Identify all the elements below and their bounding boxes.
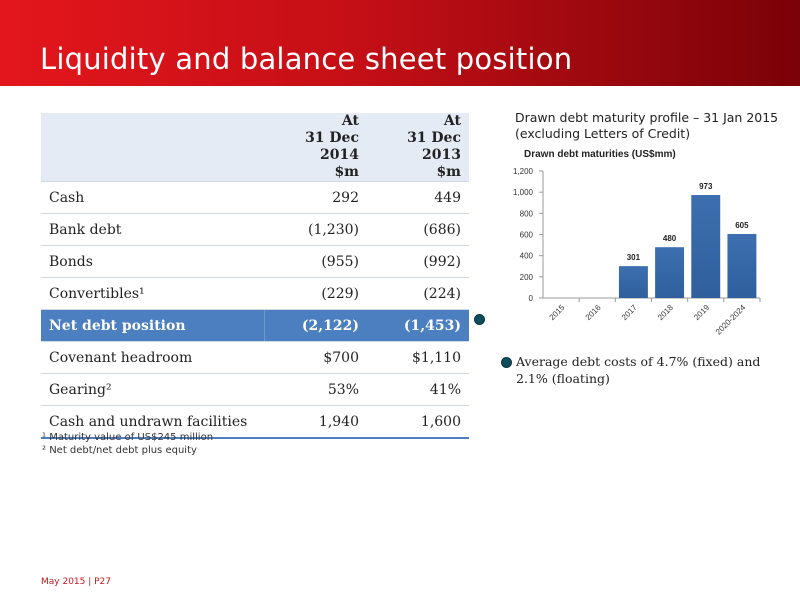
avg-cost-bullet-dot [501,357,512,368]
y-tick-label: 1,000 [513,188,534,197]
row-value-2013: (992) [367,245,469,278]
x-tick-label-2020-2024: 2020-2024 [714,303,748,337]
col-header-2013-line1: At [443,113,461,129]
chart-heading-line2: (excluding Letters of Credit) [515,126,691,141]
row-value-2014: (229) [264,277,367,310]
row-label: Covenant headroom [41,341,265,374]
table-row: Bank debt (1,230) (686) [41,213,469,246]
bar-2017 [618,266,648,298]
row-value-2014: 292 [264,181,367,214]
data-label-2020-2024: 605 [735,221,749,230]
footnote-2: ² Net debt/net debt plus equity [42,445,197,456]
row-value-2013: $1,110 [367,341,469,374]
page-title: Liquidity and balance sheet position [40,42,573,76]
col-header-2014-line1: At [341,113,359,129]
table-row: Gearing² 53% 41% [41,373,469,406]
col-header-2014-line3: $m [334,164,359,180]
col-header-2013-line3: $m [436,164,461,180]
title-banner: Liquidity and balance sheet position [0,0,800,86]
row-label: Bank debt [41,213,265,246]
table-row-net-debt-highlight: Net debt position (2,122) (1,453) [41,309,469,342]
y-tick-label: 600 [520,231,534,240]
row-value-2013: 449 [367,181,469,214]
row-label: Net debt position [41,309,265,342]
row-value-2013: (1,453) [367,309,469,342]
row-label: Gearing² [41,373,265,406]
row-value-2013: (686) [367,213,469,246]
table-header-row: At 31 Dec 2014 $m At 31 Dec 2013 $m [41,113,469,182]
footnote-1: ¹ Maturity value of US$245 million [42,432,214,443]
net-debt-bullet-dot [474,314,485,325]
row-value-2013: 41% [367,373,469,406]
row-value-2014: $700 [264,341,367,374]
chart-heading: Drawn debt maturity profile – 31 Jan 201… [515,110,778,142]
x-tick-label-2017: 2017 [620,303,639,322]
row-value-2013: (224) [367,277,469,310]
row-label: Convertibles¹ [41,277,265,310]
col-header-2013-line2: 31 Dec 2013 [407,130,461,163]
footnotes: ¹ Maturity value of US$245 million ² Net… [42,431,213,457]
x-tick-label-2016: 2016 [584,303,603,322]
row-value-2014: 1,940 [264,405,367,439]
x-tick-label-2019: 2019 [692,303,711,322]
row-label: Bonds [41,245,265,278]
row-value-2014: (2,122) [264,309,367,342]
y-tick-label: 400 [520,252,534,261]
y-tick-label: 0 [529,294,534,303]
table-header-empty [41,113,265,182]
row-value-2014: 53% [264,373,367,406]
col-header-2014: At 31 Dec 2014 $m [264,113,367,182]
row-label: Cash and undrawn facilities [41,405,265,439]
row-label: Cash [41,181,265,214]
row-value-2014: (1,230) [264,213,367,246]
balance-sheet-table: At 31 Dec 2014 $m At 31 Dec 2013 $m Cash… [41,113,469,439]
data-label-2017: 301 [627,253,641,262]
y-tick-label: 800 [520,209,534,218]
table-row: Covenant headroom $700 $1,110 [41,341,469,374]
x-tick-label-2015: 2015 [548,303,567,322]
y-tick-label: 200 [520,273,534,282]
row-value-2014: (955) [264,245,367,278]
x-tick-label-2018: 2018 [656,303,675,322]
table-row: Cash 292 449 [41,181,469,214]
avg-debt-cost-text: Average debt costs of 4.7% (fixed) and 2… [516,354,761,386]
footer-page-label: May 2015 | P27 [41,577,112,587]
data-label-2018: 480 [663,234,677,243]
bar-2019 [691,195,721,298]
y-tick-label: 1,200 [513,167,534,176]
chart-heading-line1: Drawn debt maturity profile – 31 Jan 201… [515,110,779,125]
col-header-2014-line2: 31 Dec 2014 [305,130,359,163]
table-row: Convertibles¹ (229) (224) [41,277,469,310]
bar-2018 [655,247,685,298]
bar-2020-2024 [727,233,757,298]
table-row: Bonds (955) (992) [41,245,469,278]
table-row: Cash and undrawn facilities 1,940 1,600 [41,405,469,439]
data-label-2019: 973 [699,182,713,191]
col-header-2013: At 31 Dec 2013 $m [367,113,469,182]
chart-title: Drawn debt maturities (US$mm) [524,149,676,160]
row-value-2013: 1,600 [367,405,469,439]
